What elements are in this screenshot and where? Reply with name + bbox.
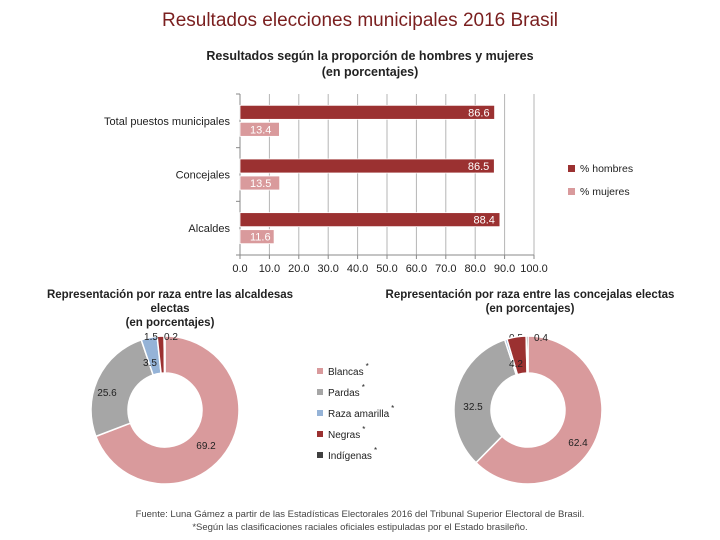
race-legend-label: Negras bbox=[328, 430, 360, 441]
bar-mujeres bbox=[239, 175, 281, 191]
x-tick-label: 40.0 bbox=[347, 263, 368, 275]
x-tick-label: 10.0 bbox=[259, 263, 280, 275]
donut-slice bbox=[453, 338, 518, 464]
donut-chart-concejalas: 62.432.50.54.20.4 bbox=[453, 333, 603, 485]
donut-slice bbox=[90, 338, 155, 438]
x-tick-label: 80.0 bbox=[464, 263, 485, 275]
bar-data-label: 13.5 bbox=[250, 178, 271, 190]
donut-data-label: 0.4 bbox=[534, 333, 548, 344]
legend-label-hombres: % hombres bbox=[580, 163, 633, 175]
bar-data-label: 86.5 bbox=[468, 161, 489, 173]
x-tick-label: 50.0 bbox=[376, 263, 397, 275]
donut-chart-alcaldesas: 69.2 25.6 3.5 1.5 0.2 bbox=[90, 332, 240, 485]
donut-data-label: 0.2 bbox=[164, 332, 178, 343]
race-legend-label: Raza amarilla bbox=[328, 409, 390, 420]
footer-note: *Según las clasificaciones raciales ofic… bbox=[192, 522, 528, 533]
donut-alcaldesas-subtitle: (en porcentajes) bbox=[125, 317, 215, 329]
race-legend-asterisk: * bbox=[391, 404, 394, 413]
donut-slice bbox=[94, 335, 240, 485]
bar-hombres bbox=[239, 104, 496, 120]
donut-concejalas-title-text: Representación por raza entre las concej… bbox=[385, 289, 675, 301]
donut-data-label: 69.2 bbox=[196, 441, 216, 452]
x-tick-label: 0.0 bbox=[232, 263, 247, 275]
donut-slice bbox=[474, 335, 603, 485]
race-legend-label: Blancas bbox=[328, 367, 364, 378]
race-legend-asterisk: * bbox=[362, 425, 365, 434]
bar-chart-title-text: Resultados según la proporción de hombre… bbox=[206, 49, 534, 63]
race-legend-swatch bbox=[317, 431, 323, 437]
donut-data-label: 1.5 bbox=[144, 332, 158, 343]
donut-data-label: 25.6 bbox=[97, 388, 117, 399]
category-label: Concejales bbox=[176, 170, 231, 182]
bar-hombres bbox=[239, 212, 501, 228]
race-legend-asterisk: * bbox=[374, 446, 377, 455]
race-legend: Blancas*Pardas*Raza amarilla*Negras*Indí… bbox=[317, 362, 394, 462]
x-tick-label: 20.0 bbox=[288, 263, 309, 275]
bar-data-label: 86.6 bbox=[468, 107, 489, 119]
x-tick-label: 70.0 bbox=[435, 263, 456, 275]
donut-concejalas-subtitle: (en porcentajes) bbox=[485, 303, 575, 315]
donut-data-label: 3.5 bbox=[143, 358, 157, 369]
bar-mujeres bbox=[239, 229, 275, 245]
race-legend-swatch bbox=[317, 410, 323, 416]
donut-slice bbox=[163, 335, 166, 374]
legend-swatch-hombres bbox=[568, 165, 575, 172]
bar-hombres bbox=[239, 158, 495, 174]
donut-alcaldesas-title: Representación por raza entre las alcald… bbox=[40, 288, 300, 330]
category-label: Total puestos municipales bbox=[104, 116, 230, 128]
x-tick-label: 30.0 bbox=[317, 263, 338, 275]
donut-alcaldesas-title-text: Representación por raza entre las alcald… bbox=[46, 289, 294, 315]
race-legend-asterisk: * bbox=[362, 383, 365, 392]
race-legend-swatch bbox=[317, 389, 323, 395]
bar-data-label: 88.4 bbox=[473, 215, 494, 227]
donut-data-label: 4.2 bbox=[509, 359, 523, 370]
race-legend-label: Pardas bbox=[328, 388, 360, 399]
bar-chart: 0.0 10.0 20.0 30.0 40.0 50.0 60.0 70.0 80.0 90.0 1… bbox=[104, 93, 633, 275]
legend-swatch-mujeres bbox=[568, 188, 575, 195]
donut-slice bbox=[525, 335, 529, 374]
legend-label-mujeres: % mujeres bbox=[580, 186, 630, 198]
donut-data-label: 32.5 bbox=[463, 402, 483, 413]
race-legend-swatch bbox=[317, 452, 323, 458]
x-tick-label: 90.0 bbox=[494, 263, 515, 275]
race-legend-label: Indígenas bbox=[328, 451, 372, 462]
donut-data-label: 62.4 bbox=[568, 438, 588, 449]
footer: Fuente: Luna Gámez a partir de las Estad… bbox=[0, 508, 720, 534]
bar-chart-title: Resultados según la proporción de hombre… bbox=[140, 48, 600, 80]
footer-source: Fuente: Luna Gámez a partir de las Estad… bbox=[135, 509, 585, 520]
bar-mujeres bbox=[239, 121, 280, 137]
race-legend-asterisk: * bbox=[366, 362, 369, 371]
donut-concejalas-title: Representación por raza entre las concej… bbox=[375, 288, 685, 316]
race-legend-swatch bbox=[317, 368, 323, 374]
bar-data-label: 11.6 bbox=[250, 232, 271, 244]
x-tick-label: 100.0 bbox=[520, 263, 548, 275]
bar-chart-subtitle: (en porcentajes) bbox=[321, 65, 419, 79]
page-title: Resultados elecciones municipales 2016 B… bbox=[161, 10, 559, 31]
x-tick-label: 60.0 bbox=[406, 263, 427, 275]
category-label: Alcaldes bbox=[188, 223, 230, 235]
bar-data-label: 13.4 bbox=[250, 124, 271, 136]
